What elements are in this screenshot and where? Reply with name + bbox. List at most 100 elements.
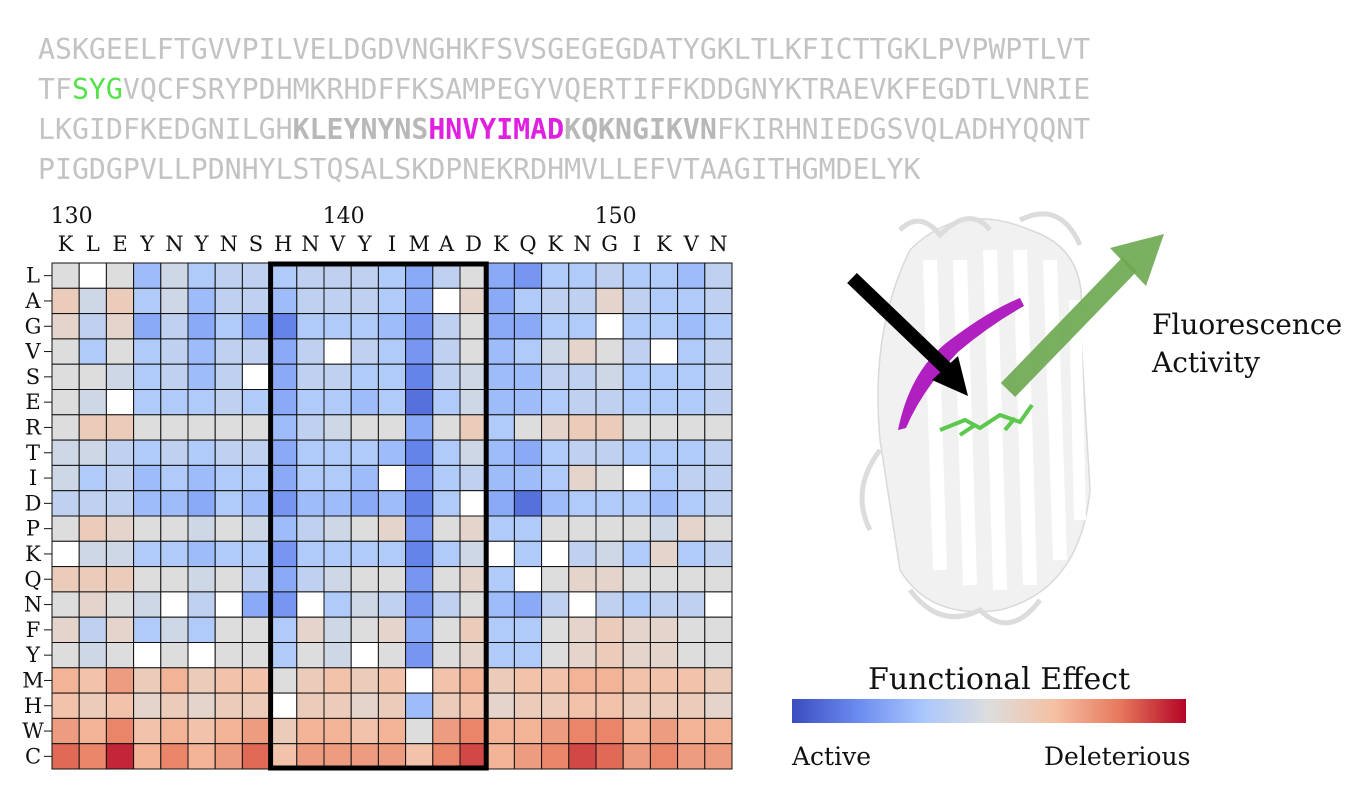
- x-residue-label: H: [274, 232, 292, 256]
- heatmap-cell: [51, 439, 80, 466]
- x-residue-label: G: [601, 232, 618, 256]
- heatmap-cell: [269, 717, 298, 745]
- heatmap-cell: [105, 692, 135, 719]
- heatmap-cell: [78, 616, 107, 644]
- heatmap-cell: [541, 566, 570, 593]
- heatmap-cell: [78, 692, 107, 719]
- heatmap-cell: [78, 313, 107, 340]
- heatmap-cell: [486, 515, 515, 542]
- heatmap-cell: [269, 540, 298, 568]
- heatmap-cell: [133, 743, 162, 770]
- heatmap-cell: [405, 389, 434, 416]
- heatmap-cell: [541, 464, 570, 492]
- heatmap-cell: [51, 591, 80, 618]
- heatmap-cell: [677, 642, 706, 669]
- heatmap-cell: [622, 616, 651, 644]
- x-residue-label: L: [86, 232, 100, 256]
- heatmap-cell: [350, 389, 379, 416]
- heatmap-cell: [296, 439, 325, 466]
- heatmap-cell: [459, 515, 488, 542]
- heatmap-cell: [51, 389, 80, 416]
- heatmap-cell: [241, 642, 271, 669]
- heatmap-cell: [432, 389, 461, 416]
- x-residue-label: Y: [357, 232, 373, 256]
- heatmap-cell: [622, 566, 651, 593]
- heatmap-cell: [513, 616, 543, 644]
- heatmap-cell: [486, 743, 515, 770]
- heatmap-cell: [323, 667, 352, 694]
- heatmap-cell: [105, 313, 135, 340]
- heatmap-cell: [704, 287, 733, 315]
- heatmap-cell: [187, 313, 216, 340]
- heatmap-cell: [432, 262, 461, 289]
- heatmap-cell: [269, 566, 298, 593]
- heatmap-cell: [677, 464, 706, 492]
- heatmap-cell: [241, 439, 271, 466]
- heatmap-cell: [459, 338, 488, 365]
- heatmap-cell: [160, 667, 189, 694]
- heatmap-cell: [704, 515, 733, 542]
- x-residue-label: Q: [519, 232, 536, 256]
- heatmap-cell: [541, 642, 570, 669]
- heatmap-cell: [377, 464, 407, 492]
- heatmap-cell: [405, 515, 434, 542]
- heatmap-cell: [241, 743, 271, 770]
- heatmap-cell: [459, 743, 488, 770]
- heatmap-cell: [78, 743, 107, 770]
- heatmap-cell: [269, 389, 298, 416]
- heatmap-cell: [513, 414, 543, 441]
- x-residue-label: I: [633, 232, 641, 256]
- heatmap-cell: [241, 262, 271, 289]
- heatmap-cell: [269, 287, 298, 315]
- heatmap-cell: [486, 667, 515, 694]
- sequence-segment: KLEYNYNS: [292, 113, 429, 146]
- heatmap-cell: [432, 692, 461, 719]
- heatmap-cell: [214, 540, 243, 568]
- heatmap-cell: [214, 313, 243, 340]
- heatmap-cell: [595, 616, 624, 644]
- heatmap-cell: [296, 414, 325, 441]
- heatmap-cell: [296, 692, 325, 719]
- heatmap-cell: [350, 313, 379, 340]
- heatmap-cell: [160, 591, 189, 618]
- heatmap-cell: [350, 287, 379, 315]
- y-mutation-label: W: [22, 719, 44, 743]
- heatmap-cell: [595, 717, 624, 745]
- heatmap-cell: [160, 540, 189, 568]
- heatmap-cell: [350, 540, 379, 568]
- heatmap-cell: [241, 414, 271, 441]
- heatmap-cell: [568, 692, 597, 719]
- heatmap-cell: [459, 540, 488, 568]
- heatmap-cell: [214, 616, 243, 644]
- heatmap-cell: [432, 743, 461, 770]
- heatmap-cell: [187, 439, 216, 466]
- heatmap-cell: [350, 692, 379, 719]
- heatmap-cell: [269, 743, 298, 770]
- heatmap-cell: [187, 616, 216, 644]
- heatmap-cell: [377, 363, 407, 390]
- heatmap-cell: [677, 490, 706, 517]
- heatmap-cell: [241, 363, 271, 390]
- heatmap-cell: [214, 464, 243, 492]
- heatmap-cell: [241, 566, 271, 593]
- heatmap-cell: [323, 313, 352, 340]
- sequence-line: ASKGEELFTGVVPILVELDGDVNGHKFSVSGEGEGDATYG…: [38, 35, 1090, 64]
- heatmap-cell: [649, 287, 679, 315]
- heatmap-cell: [649, 743, 679, 770]
- heatmap-cell: [622, 464, 651, 492]
- heatmap-cell: [432, 515, 461, 542]
- heatmap-cell: [513, 692, 543, 719]
- heatmap-cell: [486, 338, 515, 365]
- fluorescence-activity-label: Fluorescence Activity: [1152, 306, 1342, 382]
- heatmap-cell: [405, 414, 434, 441]
- heatmap-cell: [350, 667, 379, 694]
- heatmap-cell: [622, 591, 651, 618]
- heatmap-cell: [269, 313, 298, 340]
- heatmap-cell: [432, 642, 461, 669]
- heatmap-cell: [269, 490, 298, 517]
- heatmap-cell: [350, 414, 379, 441]
- heatmap-cell: [432, 717, 461, 745]
- heatmap-cell: [513, 667, 543, 694]
- heatmap-cell: [350, 338, 379, 365]
- heatmap-cell: [187, 338, 216, 365]
